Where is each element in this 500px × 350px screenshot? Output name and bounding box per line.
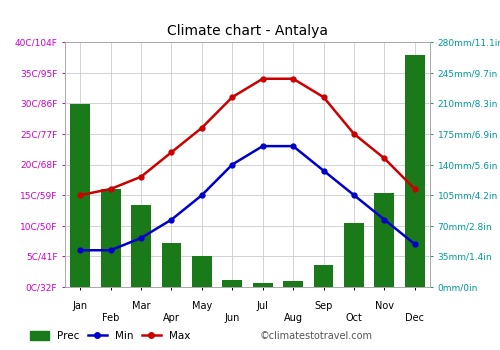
Legend: Prec, Min, Max: Prec, Min, Max: [30, 331, 190, 341]
Bar: [344, 223, 364, 287]
Bar: [283, 281, 303, 287]
Text: ©climatestotravel.com: ©climatestotravel.com: [260, 331, 373, 341]
Text: Nov: Nov: [375, 301, 394, 311]
Bar: [253, 283, 272, 287]
Text: Apr: Apr: [163, 313, 180, 323]
Bar: [374, 193, 394, 287]
Bar: [131, 205, 151, 287]
Bar: [70, 104, 90, 287]
Text: Mar: Mar: [132, 301, 150, 311]
Text: Aug: Aug: [284, 313, 302, 323]
Text: Sep: Sep: [314, 301, 332, 311]
Title: Climate chart - Antalya: Climate chart - Antalya: [167, 24, 328, 38]
Text: Feb: Feb: [102, 313, 120, 323]
Text: Oct: Oct: [346, 313, 362, 323]
Text: Dec: Dec: [406, 313, 424, 323]
Text: May: May: [192, 301, 212, 311]
Text: Jul: Jul: [257, 301, 268, 311]
Bar: [162, 243, 182, 287]
Bar: [405, 55, 424, 287]
Text: Jan: Jan: [72, 301, 88, 311]
Bar: [314, 265, 334, 287]
Bar: [192, 256, 212, 287]
Bar: [100, 189, 120, 287]
Text: Jun: Jun: [224, 313, 240, 323]
Bar: [222, 280, 242, 287]
